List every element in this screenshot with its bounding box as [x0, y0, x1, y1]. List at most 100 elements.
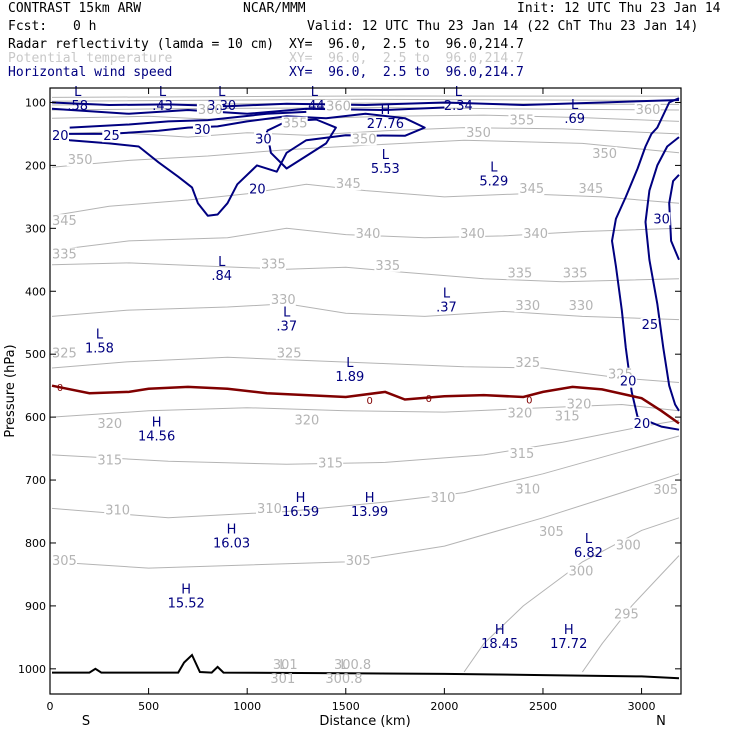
theta-label-bg	[612, 607, 639, 621]
theta-label-bg	[634, 102, 661, 116]
wind-label-bg	[640, 318, 659, 332]
wind-label-bg	[618, 374, 637, 388]
wind-label: 30	[194, 123, 211, 138]
theta-label: 310	[105, 504, 130, 519]
theta-label: 325	[52, 346, 77, 361]
theta-label: 325	[277, 346, 302, 361]
theta-label: 350	[68, 153, 93, 168]
wind-label: 20	[620, 375, 637, 390]
x-tick-label: 2000	[430, 700, 458, 713]
extremum-kind: L	[311, 85, 319, 100]
wind-contour-line	[69, 110, 307, 129]
theta-label-bg	[522, 226, 549, 240]
theta-label: 345	[336, 177, 361, 192]
extremum-kind: L	[443, 287, 451, 302]
wind-label-bg	[248, 182, 267, 196]
theta-label: 315	[555, 409, 580, 424]
extremum-kind: H	[296, 491, 306, 506]
theta-contour-line	[51, 435, 680, 519]
theta-label-bg	[652, 482, 679, 496]
theta-label: 310	[515, 482, 540, 497]
extremum-value: 27.76	[367, 117, 404, 132]
theta-label: 325	[515, 356, 540, 371]
field-wind-xy: XY= 96.0, 2.5 to 96.0,214.7	[289, 65, 524, 80]
theta-contour-line	[51, 114, 680, 122]
theta-label: 320	[567, 397, 592, 412]
theta-label-bg	[506, 266, 533, 280]
extremum-kind: L	[585, 532, 593, 547]
theta-label-bg	[275, 346, 302, 360]
extremum-kind: H	[495, 623, 505, 638]
theta-label-bg	[591, 146, 618, 160]
theta-label-bg	[96, 416, 123, 430]
theta-label: 330	[515, 299, 540, 314]
extremum-value: 13.99	[351, 505, 388, 520]
zero-label: 0	[426, 394, 432, 405]
theta-contour-line	[51, 127, 680, 138]
extremum-kind: H	[380, 103, 390, 118]
init-time: Init: 12 UTC Thu 23 Jan 14	[517, 1, 721, 16]
y-tick-label: 1000	[18, 663, 46, 676]
theta-label-bg	[577, 182, 604, 196]
extremum-value: 16.03	[213, 537, 250, 552]
wind-contour-line	[644, 136, 680, 412]
contour-labels: 360 360 360 355 355 350 350 350 350 345 345 345 345 3…	[51, 85, 679, 687]
theta-label-bg	[104, 503, 131, 517]
theta-label-bg	[325, 99, 352, 113]
extremum-value: 3.30	[207, 99, 236, 114]
wind-label-bg	[192, 122, 211, 136]
theta-label-bg	[465, 126, 492, 140]
theta-label-bg	[538, 525, 565, 539]
y-axis-label: Pressure (hPa)	[3, 344, 18, 437]
theta-label: 355	[283, 117, 308, 132]
theta-label: 320	[507, 407, 532, 422]
theta-label: 360	[326, 100, 351, 115]
wind-label: 25	[642, 318, 659, 333]
theta-label: 345	[52, 214, 77, 229]
plot-title: CONTRAST 15km ARW	[8, 1, 142, 16]
theta-label: 355	[509, 113, 534, 128]
extremum-kind: L	[571, 98, 579, 113]
extremum-kind: L	[455, 85, 463, 100]
theta-label: 300	[616, 538, 641, 553]
theta-label-bg	[317, 456, 344, 470]
theta-label: 301	[273, 658, 298, 673]
theta-contour-line	[51, 139, 680, 168]
theta-contour-line	[51, 356, 680, 383]
field-reflectivity-xy: XY= 96.0, 2.5 to 96.0,214.7	[289, 37, 524, 52]
x-axis-label: Distance (km)	[319, 714, 410, 729]
theta-contour-line	[463, 517, 680, 673]
wind-label: 30	[653, 212, 670, 227]
extremum-value: 15.52	[168, 596, 205, 611]
extremum-value: .44	[304, 99, 325, 114]
x-tick-label: 3000	[628, 700, 656, 713]
theta-label: 335	[52, 248, 77, 263]
extremum-value: 2.34	[444, 99, 473, 114]
y-tick-label: 300	[25, 222, 46, 235]
theta-label-bg	[459, 226, 486, 240]
theta-label: 295	[614, 607, 639, 622]
extremum-kind: H	[152, 416, 162, 431]
zero-contour	[51, 384, 680, 425]
zero-label: 0	[57, 383, 63, 394]
theta-label-bg	[259, 257, 286, 271]
theta-label: 305	[653, 483, 678, 498]
wind-contour-line	[51, 112, 426, 217]
theta-contour-line	[51, 98, 680, 102]
theta-label: 305	[346, 554, 371, 569]
extremum-kind: H	[564, 623, 574, 638]
theta-label: 310	[431, 491, 456, 506]
field-theta-xy: XY= 96.0, 2.5 to 96.0,214.7	[289, 51, 524, 66]
theta-contour-line	[51, 403, 680, 418]
theta-contour-line	[581, 555, 680, 673]
theta-label-bg	[271, 657, 298, 671]
theta-contour-line	[51, 419, 680, 465]
plot-source: NCAR/MMM	[243, 1, 306, 16]
theta-label-bg	[51, 214, 77, 228]
extremum-value: .37	[276, 319, 297, 334]
theta-label: 330	[271, 293, 296, 308]
valid-time: Valid: 12 UTC Thu 23 Jan 14 (22 ChT Thu …	[307, 19, 699, 34]
extremum-value: 1.89	[335, 370, 364, 385]
extremum-value: .84	[211, 269, 232, 284]
